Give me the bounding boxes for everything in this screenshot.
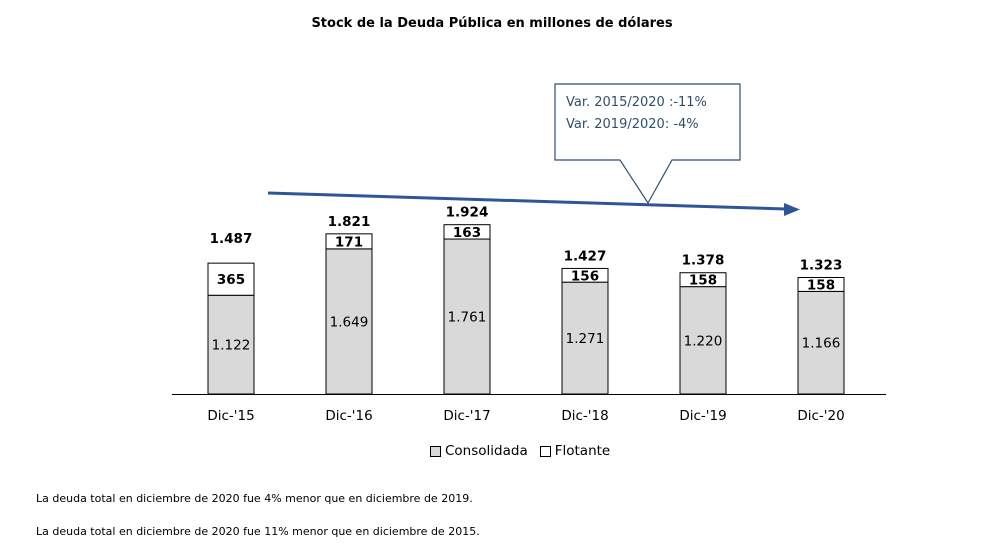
label-total: 1.378: [682, 253, 725, 269]
label-consolidada: 1.122: [212, 338, 251, 354]
bar-flotante: [443, 224, 491, 240]
bar-flotante: [207, 262, 255, 296]
legend: Consolidada Flotante: [430, 443, 622, 459]
note-2: La deuda total en diciembre de 2020 fue …: [36, 525, 480, 538]
legend-item-flotante: Flotante: [539, 443, 611, 459]
legend-swatch-consolidada: [430, 445, 441, 457]
label-consolidada: 1.649: [330, 314, 369, 330]
legend-swatch-flotante: [539, 445, 551, 457]
x-tick-label: Dic-'17: [443, 408, 490, 424]
label-flotante: 365: [217, 272, 245, 288]
bar-consolidada: [561, 281, 609, 395]
trend-arrow-head: [784, 203, 800, 216]
bar-consolidada: [797, 290, 845, 395]
annotation-line-1: Var. 2015/2020 :-11%: [566, 95, 707, 110]
label-total: 1.323: [800, 257, 843, 273]
x-tick-label: Dic-'15: [207, 408, 254, 424]
label-consolidada: 1.271: [566, 331, 605, 347]
bar-consolidada: [207, 294, 255, 395]
bar-flotante: [561, 267, 609, 283]
x-tick-label: Dic-'20: [797, 408, 844, 424]
trend-arrow-line: [267, 191, 787, 211]
label-flotante: 158: [807, 277, 835, 293]
label-total: 1.427: [564, 248, 607, 264]
annotation-line-2: Var. 2019/2020: -4%: [566, 117, 699, 132]
label-consolidada: 1.761: [448, 310, 487, 326]
annotation-callout-box: [554, 83, 741, 205]
bar-consolidada: [325, 248, 373, 395]
label-flotante: 158: [689, 273, 717, 289]
legend-item-consolidada: Consolidada: [430, 443, 528, 459]
label-consolidada: 1.220: [684, 333, 723, 349]
label-total: 1.821: [328, 214, 371, 230]
label-consolidada: 1.166: [802, 336, 841, 352]
chart-title: Stock de la Deuda Pública en millones de…: [311, 16, 673, 31]
bar-flotante: [325, 233, 373, 250]
bar-flotante: [679, 272, 727, 288]
legend-label-flotante: Flotante: [554, 443, 611, 459]
note-1: La deuda total en diciembre de 2020 fue …: [36, 492, 473, 505]
label-flotante: 163: [453, 225, 481, 241]
variation-annotation: Var. 2015/2020 :-11% Var. 2019/2020: -4%: [566, 92, 707, 136]
x-tick-label: Dic-'16: [325, 408, 372, 424]
label-total: 1.924: [446, 205, 489, 221]
bar-flotante: [797, 276, 845, 292]
bar-consolidada: [679, 286, 727, 395]
x-tick-label: Dic-'18: [561, 408, 608, 424]
label-flotante: 156: [571, 268, 599, 284]
x-tick-label: Dic-'19: [679, 408, 726, 424]
label-total: 1.487: [210, 231, 253, 247]
label-flotante: 171: [335, 234, 363, 250]
legend-label-consolidada: Consolidada: [445, 443, 528, 459]
